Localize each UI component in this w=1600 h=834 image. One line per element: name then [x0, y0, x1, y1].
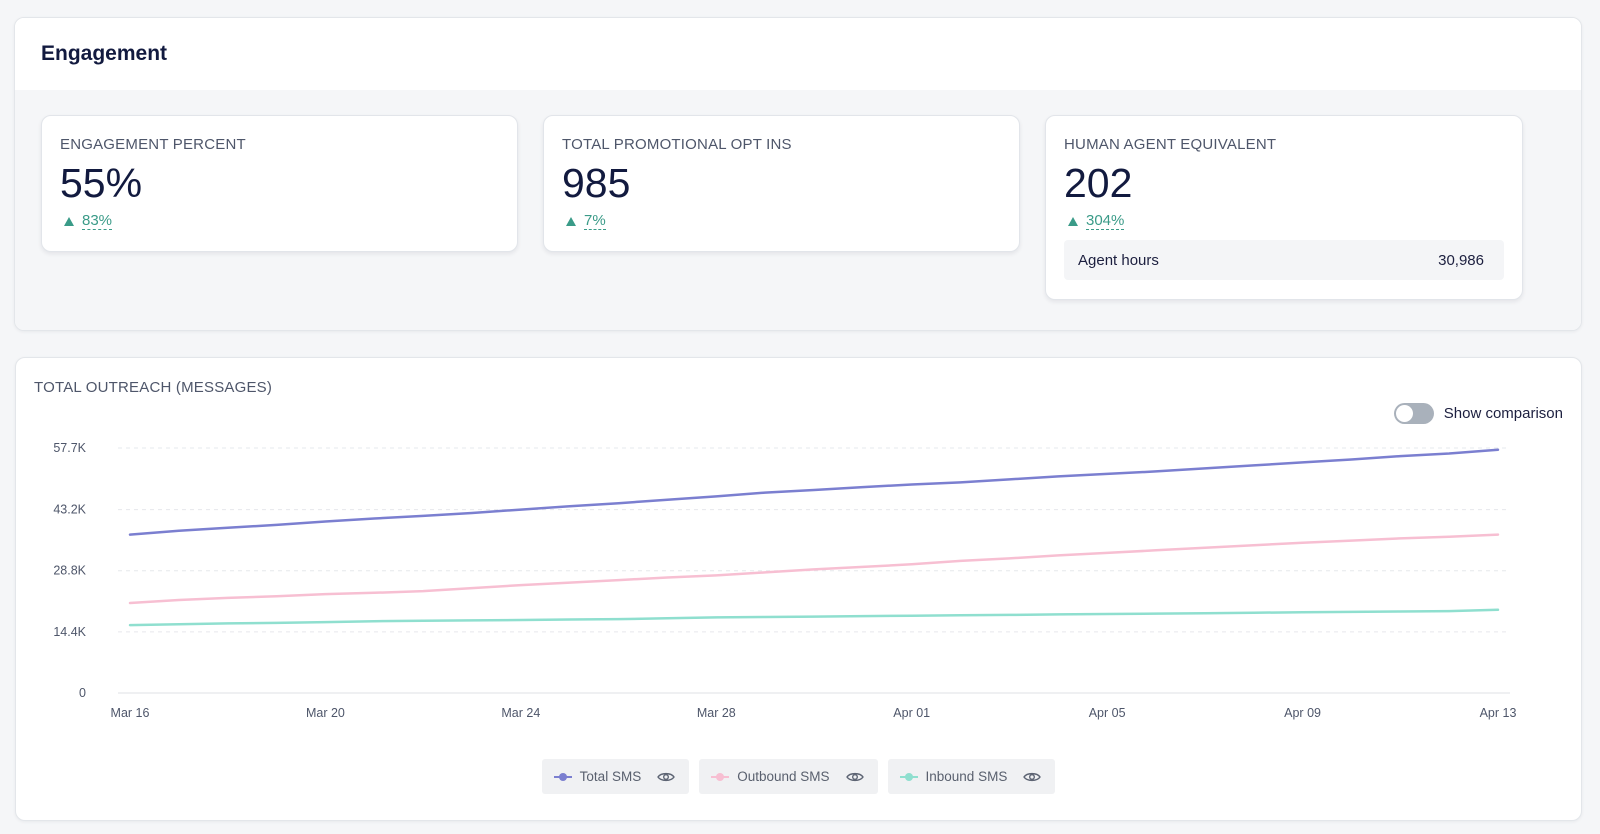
- agent-hours-label: Agent hours: [1078, 251, 1159, 269]
- kpi-card-promotional-opt-ins: TOTAL PROMOTIONAL OPT INS 985 7%: [543, 115, 1020, 252]
- comparison-toggle-group: Show comparison: [1393, 403, 1563, 424]
- chart-series: [128, 448, 1500, 627]
- x-tick-label: Apr 13: [1480, 706, 1517, 720]
- kpi-card-engagement-percent: ENGAGEMENT PERCENT 55% 83%: [41, 115, 518, 252]
- x-tick-label: Apr 01: [893, 706, 930, 720]
- kpi-value: 55%: [60, 160, 143, 206]
- x-tick-label: Apr 05: [1089, 706, 1126, 720]
- engagement-header: Engagement: [15, 18, 1581, 91]
- kpi-area: ENGAGEMENT PERCENT 55% 83% TOTAL PROMOTI…: [15, 90, 1581, 330]
- kpi-label: TOTAL PROMOTIONAL OPT INS: [562, 136, 792, 153]
- line-chart: 0 14.4K 28.8K 43.2K 57.7K Mar 16 Mar 20 Mar 24…: [53, 441, 1517, 720]
- eye-icon[interactable]: [1023, 771, 1042, 783]
- eye-icon[interactable]: [845, 771, 864, 783]
- triangle-up-icon: [1068, 217, 1078, 226]
- comparison-toggle[interactable]: [1393, 403, 1434, 424]
- chart-legend: Total SMS Outbound SMS Inbound SMS: [16, 759, 1581, 794]
- triangle-up-icon: [64, 217, 74, 226]
- eye-icon[interactable]: [657, 771, 676, 783]
- kpi-label: HUMAN AGENT EQUIVALENT: [1064, 136, 1277, 153]
- kpi-value: 985: [562, 160, 631, 206]
- agent-hours-row: Agent hours 30,986: [1064, 240, 1504, 280]
- legend-item-inbound-sms[interactable]: Inbound SMS: [887, 759, 1056, 794]
- chart-title: TOTAL OUTREACH (MESSAGES): [34, 379, 273, 396]
- y-tick-label: 28.8K: [53, 564, 86, 578]
- outreach-chart-panel: TOTAL OUTREACH (MESSAGES) Show compariso…: [15, 357, 1582, 821]
- y-tick-label: 0: [79, 686, 86, 700]
- legend-label: Total SMS: [579, 769, 642, 784]
- triangle-up-icon: [566, 217, 576, 226]
- x-tick-label: Mar 20: [306, 706, 345, 720]
- kpi-delta: 7%: [562, 213, 1001, 230]
- engagement-panel: Engagement ENGAGEMENT PERCENT 55% 83% TO…: [14, 17, 1582, 331]
- kpi-card-human-agent-equivalent: HUMAN AGENT EQUIVALENT 202 304% Agent ho…: [1045, 115, 1523, 300]
- legend-item-outbound-sms[interactable]: Outbound SMS: [699, 759, 878, 794]
- x-tick-label: Mar 24: [501, 706, 540, 720]
- x-tick-label: Apr 09: [1284, 706, 1321, 720]
- legend-label: Outbound SMS: [737, 769, 830, 784]
- kpi-delta: 83%: [60, 213, 499, 230]
- kpi-delta: 304%: [1064, 213, 1504, 230]
- y-tick-label: 43.2K: [53, 503, 86, 517]
- legend-label: Inbound SMS: [925, 769, 1008, 784]
- series-line-inbound-sms[interactable]: [128, 608, 1500, 627]
- legend-item-total-sms[interactable]: Total SMS: [541, 759, 690, 794]
- x-axis-ticks: Mar 16 Mar 20 Mar 24 Mar 28 Apr 01 Apr 05 Apr …: [111, 706, 1517, 720]
- series-line-outbound-sms[interactable]: [128, 533, 1500, 605]
- y-tick-label: 14.4K: [53, 625, 86, 639]
- legend-marker: [553, 772, 572, 782]
- y-tick-label: 57.7K: [53, 441, 86, 455]
- agent-hours-value: 30,986: [1438, 251, 1484, 269]
- series-line-total-sms[interactable]: [128, 448, 1500, 536]
- x-tick-label: Mar 28: [697, 706, 736, 720]
- toggle-knob: [1395, 405, 1413, 422]
- comparison-label: Show comparison: [1443, 405, 1563, 422]
- x-tick-label: Mar 16: [111, 706, 150, 720]
- kpi-delta-value[interactable]: 83%: [82, 212, 113, 230]
- chart-grid: [118, 447, 1510, 694]
- y-axis-ticks: 0 14.4K 28.8K 43.2K 57.7K: [53, 441, 86, 700]
- legend-marker: [899, 772, 918, 782]
- kpi-delta-value[interactable]: 7%: [584, 212, 606, 230]
- engagement-title: Engagement: [41, 42, 168, 65]
- kpi-delta-value[interactable]: 304%: [1086, 212, 1125, 230]
- kpi-value: 202: [1064, 160, 1133, 206]
- legend-marker: [711, 772, 730, 782]
- kpi-label: ENGAGEMENT PERCENT: [60, 136, 246, 153]
